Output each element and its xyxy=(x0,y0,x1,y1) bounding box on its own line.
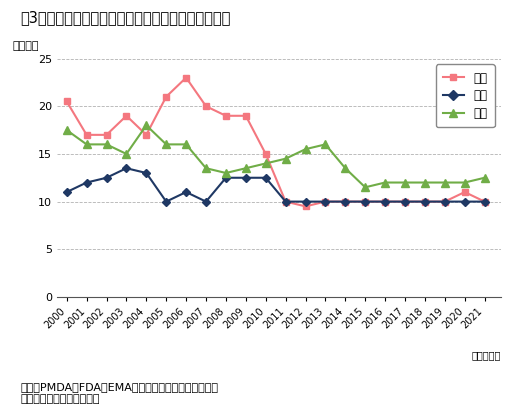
Text: （承認年）: （承認年） xyxy=(471,350,501,360)
Text: （月数）: （月数） xyxy=(12,42,39,51)
Legend: 日本, 米国, 欧州: 日本, 米国, 欧州 xyxy=(436,65,495,127)
Text: 業政策研究所にて作成: 業政策研究所にて作成 xyxy=(21,394,100,404)
Text: 嘦3　審査期間（中央値）の年次推移（全承認品目）: 嘦3 審査期間（中央値）の年次推移（全承認品目） xyxy=(21,10,231,25)
Text: 出所：PMDA、FDA、EMAの各公開情報をもとに医薬産: 出所：PMDA、FDA、EMAの各公開情報をもとに医薬産 xyxy=(21,382,219,392)
